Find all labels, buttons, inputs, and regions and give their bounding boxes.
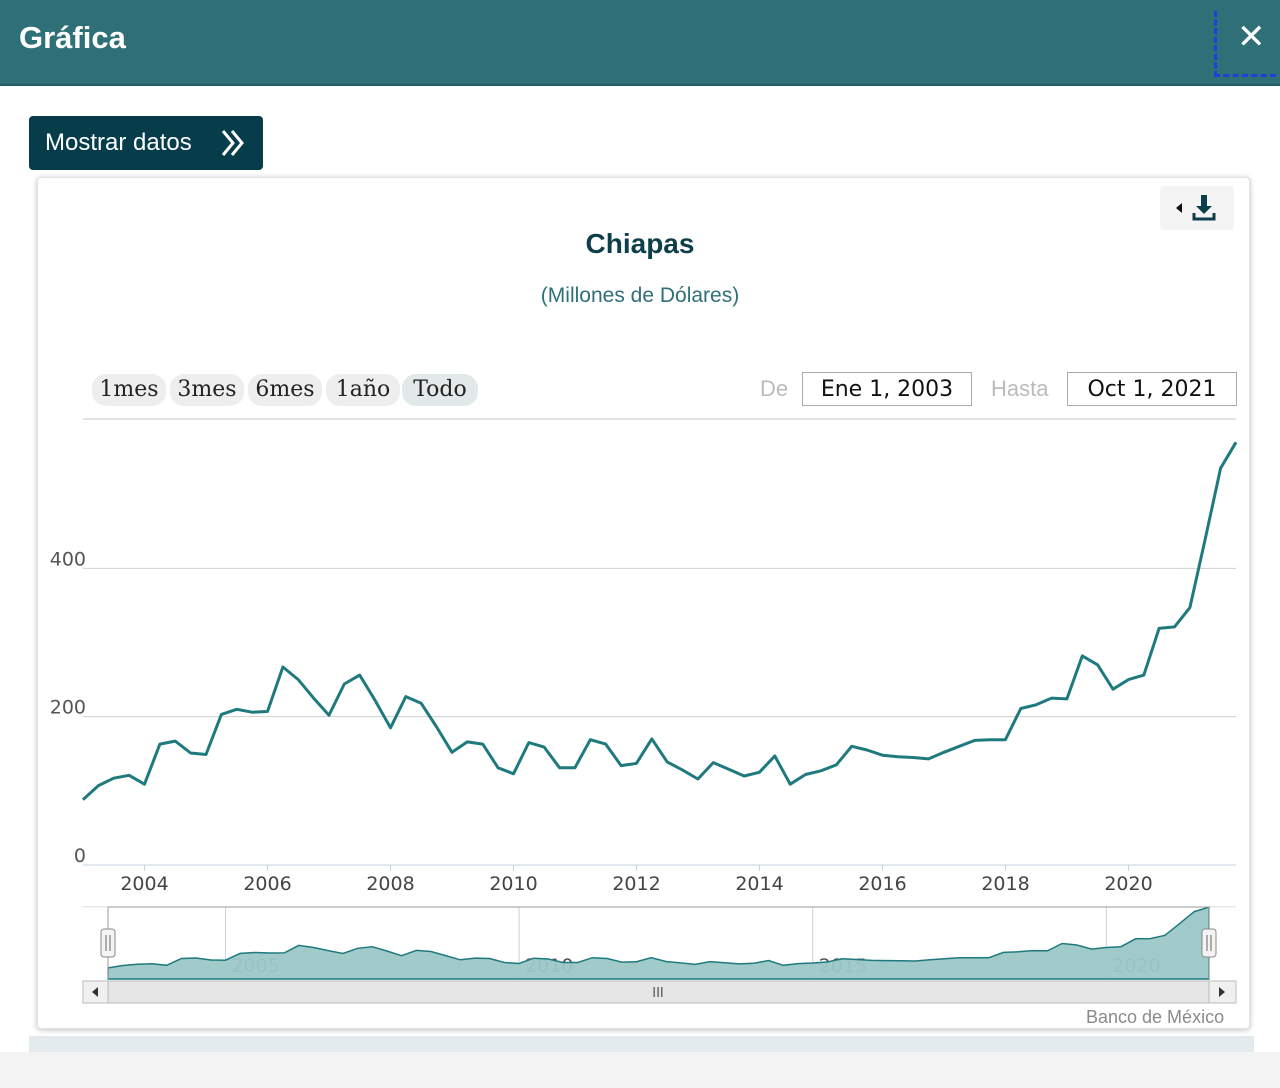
chart-subtitle: (Millones de Dólares) xyxy=(540,284,740,307)
download-icon xyxy=(1176,195,1216,221)
x-tick-label: 2014 xyxy=(735,873,783,895)
data-table-header-strip xyxy=(29,1036,1254,1052)
window-header: Gráfica xyxy=(0,0,1280,86)
x-tick-label: 2016 xyxy=(858,873,906,895)
x-axis: 2004 2006 2008 2010 2012 2014 2016 2018 2020 xyxy=(120,865,1153,895)
y-tick-label: 0 xyxy=(74,845,86,867)
credits: Banco de México xyxy=(1086,1007,1225,1027)
y-tick-label: 200 xyxy=(50,697,86,719)
navigator-handle-left[interactable] xyxy=(100,928,116,958)
x-tick-label: 2006 xyxy=(243,873,291,895)
chart-title: Chiapas xyxy=(585,228,695,259)
close-icon[interactable]: ✕ xyxy=(1237,17,1266,57)
close-button-focus-ring[interactable]: ✕ xyxy=(1214,11,1276,77)
x-tick-label: 2010 xyxy=(489,873,537,895)
navigator-handle-right[interactable] xyxy=(1201,928,1217,958)
x-tick-label: 2008 xyxy=(366,873,414,895)
navigator-scrollbar[interactable]: III xyxy=(82,980,1237,1004)
x-tick-label: 2020 xyxy=(1104,873,1152,895)
x-tick-label: 2004 xyxy=(120,873,168,895)
range-to-label: Hasta xyxy=(991,376,1049,401)
range-to-input[interactable] xyxy=(1067,372,1237,406)
range-button-1mes[interactable]: 1mes xyxy=(92,374,166,406)
range-button-todo[interactable]: Todo xyxy=(402,374,478,406)
chart-grid: 0 200 400 xyxy=(50,418,1236,867)
range-from-label: De xyxy=(760,376,789,401)
show-data-label: Mostrar datos xyxy=(45,129,192,156)
series-line[interactable] xyxy=(81,441,1238,801)
range-from-input[interactable] xyxy=(802,372,972,406)
y-tick-label: 400 xyxy=(50,548,86,570)
range-button-6mes[interactable]: 6mes xyxy=(248,374,322,406)
show-data-button[interactable]: Mostrar datos xyxy=(29,116,263,170)
x-tick-label: 2018 xyxy=(981,873,1029,895)
chart-card xyxy=(37,177,1250,1029)
export-menu-button[interactable] xyxy=(1160,186,1234,230)
scrollbar-grip: III xyxy=(652,986,664,1001)
main-plot xyxy=(81,441,1238,801)
bottom-fade xyxy=(0,1052,1280,1088)
arrow-left-icon xyxy=(92,987,98,997)
double-chevron-right-icon xyxy=(219,116,249,190)
navigator-series-area xyxy=(107,906,1210,980)
x-tick-label: 2012 xyxy=(612,873,660,895)
range-button-1ano[interactable]: 1año xyxy=(326,374,400,406)
range-button-3mes[interactable]: 3mes xyxy=(170,374,244,406)
navigator: 2005201020152020 xyxy=(83,906,1236,980)
arrow-right-icon xyxy=(1219,987,1225,997)
window-title: Gráfica xyxy=(19,20,126,55)
